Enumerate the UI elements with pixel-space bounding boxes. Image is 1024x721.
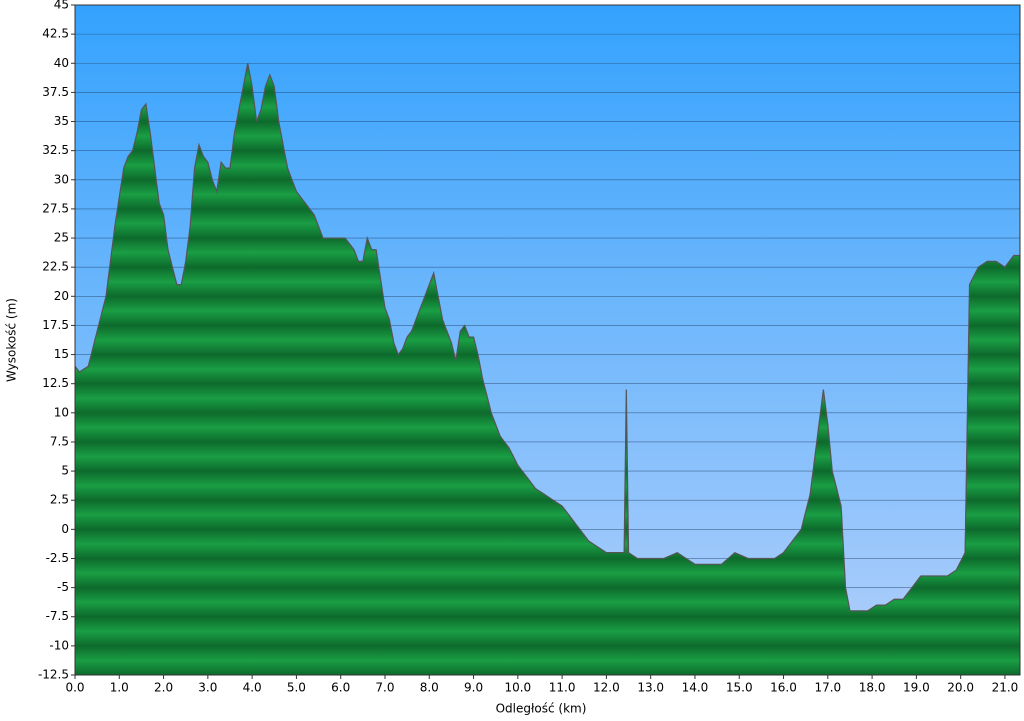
y-tick-label: -5 [57,580,69,594]
x-tick-label: 4.0 [243,681,262,695]
x-tick-label: 18.0 [859,681,886,695]
elevation-line [74,63,1020,612]
x-tick-label: 10.0 [504,681,531,695]
y-tick-label: 5 [61,464,69,478]
y-tick-label: 17.5 [42,318,69,332]
x-tick-label: 9.0 [464,681,483,695]
y-tick-label: -7.5 [46,609,69,623]
x-tick-label: 8.0 [420,681,439,695]
y-tick-label: 20 [54,289,69,303]
x-tick-label: 3.0 [198,681,217,695]
y-tick-label: 2.5 [50,493,69,507]
y-tick-label: 22.5 [42,260,69,274]
y-tick-label: 40 [54,56,69,70]
x-tick-label: 14.0 [682,681,709,695]
y-tick-label: 45 [54,0,69,12]
x-tick-label: 11.0 [549,681,576,695]
x-tick-label: 1.0 [110,681,129,695]
x-tick-label: 5.0 [287,681,306,695]
y-axis-title: Wysokość (m) [5,298,19,382]
y-tick-label: 27.5 [42,201,69,215]
y-tick-label: 15 [54,347,69,361]
y-tick-label: -2.5 [46,551,69,565]
y-tick-label: 10 [54,405,69,419]
y-tick-label: -10 [49,638,69,652]
y-tick-label: 32.5 [42,143,69,157]
plot-border [74,4,1021,676]
x-tick-label: 12.0 [593,681,620,695]
y-tick-label: 0 [61,522,69,536]
x-tick-label: 7.0 [375,681,394,695]
y-tick-label: 25 [54,231,69,245]
x-tick-label: 15.0 [726,681,753,695]
x-tick-label: 17.0 [814,681,841,695]
x-tick-label: 21.0 [992,681,1019,695]
x-tick-label: 20.0 [947,681,974,695]
y-tick-label: 37.5 [42,85,69,99]
y-tick-label: 12.5 [42,376,69,390]
labels: -12.5 -10 -7.5 -5 -2.5 0 2.5 5 7.5 10 12.5 15 17.5 20… [38,0,1018,695]
elevation-area [75,63,1020,675]
y-tick-label: -12.5 [38,668,69,682]
x-tick-label: 16.0 [770,681,797,695]
y-tick-label: 42.5 [42,27,69,41]
x-tick-label: 2.0 [154,681,173,695]
x-tick-label: 0.0 [65,681,84,695]
x-axis-title: Odległość (km) [496,702,587,716]
marks [74,63,1020,675]
y-tick-label: 7.5 [50,434,69,448]
x-tick-label: 6.0 [331,681,350,695]
x-tick-label: 19.0 [903,681,930,695]
y-tick-label: 30 [54,172,69,186]
x-tick-label: 13.0 [637,681,664,695]
y-tick-label: 35 [54,114,69,128]
